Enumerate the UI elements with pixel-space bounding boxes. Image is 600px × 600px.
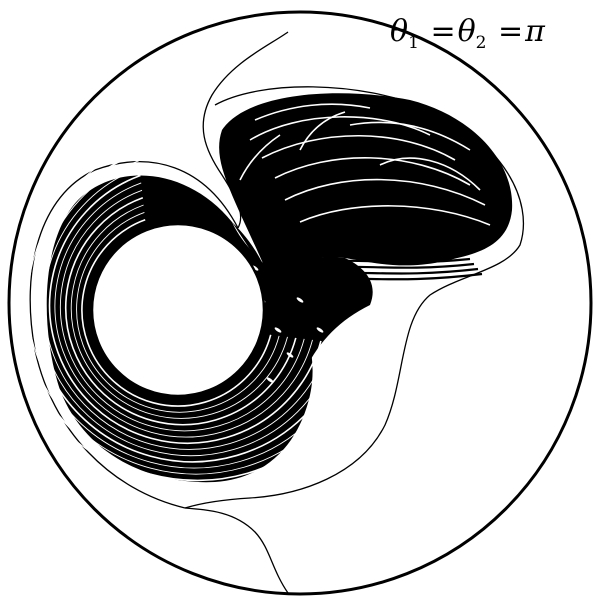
theta1-symbol: θ — [390, 14, 408, 49]
theta2-subscript: 2 — [476, 33, 487, 53]
equals-sign-2: = — [496, 14, 525, 49]
right-lobe-mass — [219, 93, 512, 280]
theta2-symbol: θ — [458, 14, 476, 49]
pi-symbol: π — [525, 14, 545, 49]
rotation-angles-label: θ1 =θ2 =π — [390, 14, 545, 53]
lower-separatrix-curve — [185, 508, 288, 593]
inner-cylinder — [92, 224, 264, 396]
theta1-subscript: 1 — [408, 33, 419, 53]
equals-sign-1: = — [428, 14, 457, 49]
